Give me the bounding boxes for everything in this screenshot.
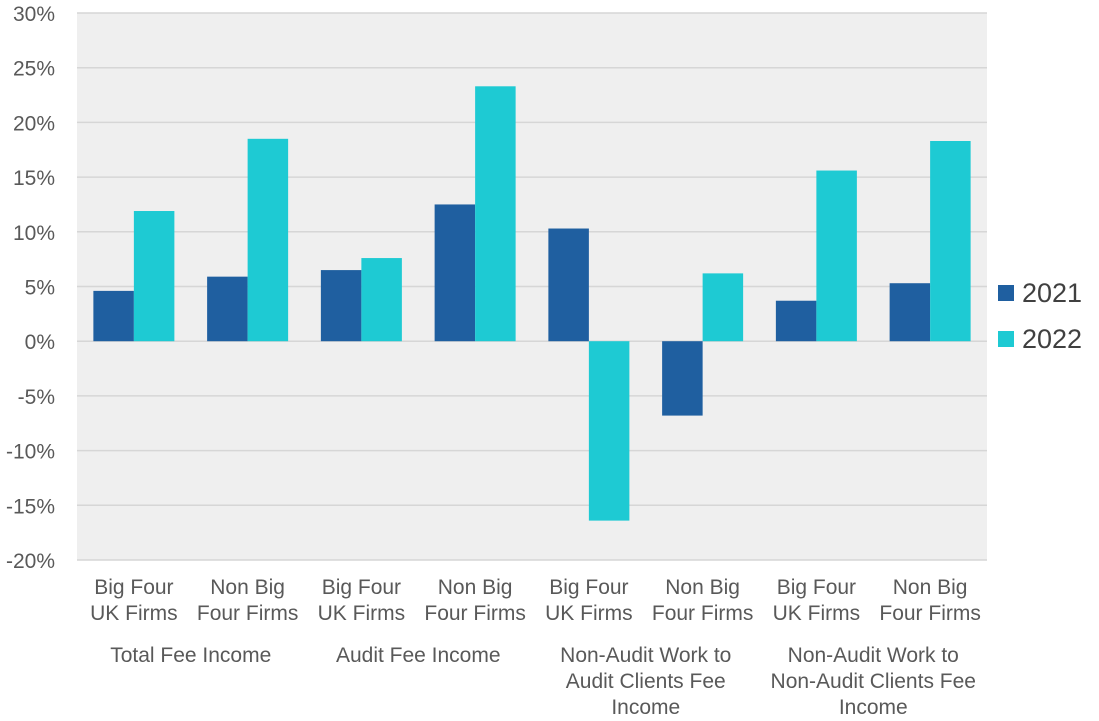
bar-2021 (662, 341, 703, 416)
x-group-label: Audit Clients Fee (566, 670, 726, 693)
x-group-label: Non-Audit Work to (788, 644, 959, 667)
x-tick-label: Non Big (438, 576, 513, 599)
bar-2021 (775, 300, 817, 342)
x-tick-label: Big Four (94, 576, 173, 599)
bar-2021 (93, 290, 134, 342)
legend-swatch-2021 (998, 285, 1014, 301)
x-tick-label: Four Firms (879, 602, 981, 625)
bar-2022 (816, 170, 857, 342)
y-tick-label: 20% (13, 112, 55, 135)
bar-2021 (548, 228, 589, 342)
y-tick-label: 10% (13, 222, 55, 245)
bar-2022 (133, 211, 175, 342)
x-group-label: Total Fee Income (110, 644, 271, 667)
bar-2022 (588, 341, 630, 521)
bar-2021 (889, 283, 931, 342)
x-group-label: Income (839, 696, 908, 719)
x-tick-label: Non Big (210, 576, 285, 599)
y-tick-label: 0% (25, 331, 55, 354)
legend-item-2022: 2022 (998, 316, 1082, 362)
x-group-label: Non-Audit Work to (560, 644, 731, 667)
x-group-label: Audit Fee Income (336, 644, 501, 667)
x-tick-label: Non Big (665, 576, 740, 599)
x-tick-label: Non Big (893, 576, 968, 599)
bar-2022 (361, 258, 402, 342)
y-tick-label: -5% (18, 386, 55, 409)
legend-item-2021: 2021 (998, 270, 1082, 316)
bar-2022 (930, 140, 971, 342)
bar-2021 (434, 204, 476, 342)
y-tick-label: 15% (13, 167, 55, 190)
y-tick-label: -15% (6, 495, 55, 518)
x-group-label: Non-Audit Clients Fee (771, 670, 976, 693)
x-tick-label: Big Four (322, 576, 401, 599)
bar-2022 (247, 138, 289, 342)
bar-2022 (475, 86, 516, 342)
x-tick-label: UK Firms (318, 602, 406, 625)
y-tick-label: 25% (13, 58, 55, 81)
x-tick-label: Four Firms (424, 602, 526, 625)
x-tick-label: Four Firms (652, 602, 754, 625)
x-group-label: Income (611, 696, 680, 719)
bar-2021 (320, 270, 362, 342)
x-tick-label: UK Firms (90, 602, 178, 625)
bar-2022 (702, 273, 744, 342)
legend: 2021 2022 (998, 270, 1082, 362)
legend-label-2022: 2022 (1022, 323, 1083, 354)
x-tick-label: Big Four (777, 576, 856, 599)
y-tick-label: 30% (13, 3, 55, 26)
x-tick-label: Big Four (549, 576, 628, 599)
bar-2021 (207, 276, 248, 342)
x-tick-label: UK Firms (773, 602, 861, 625)
x-tick-label: UK Firms (545, 602, 633, 625)
y-tick-label: -10% (6, 441, 55, 464)
legend-swatch-2022 (998, 331, 1014, 347)
legend-label-2021: 2021 (1022, 277, 1083, 308)
y-tick-label: -20% (6, 550, 55, 573)
x-tick-label: Four Firms (197, 602, 299, 625)
y-tick-label: 5% (25, 277, 55, 300)
